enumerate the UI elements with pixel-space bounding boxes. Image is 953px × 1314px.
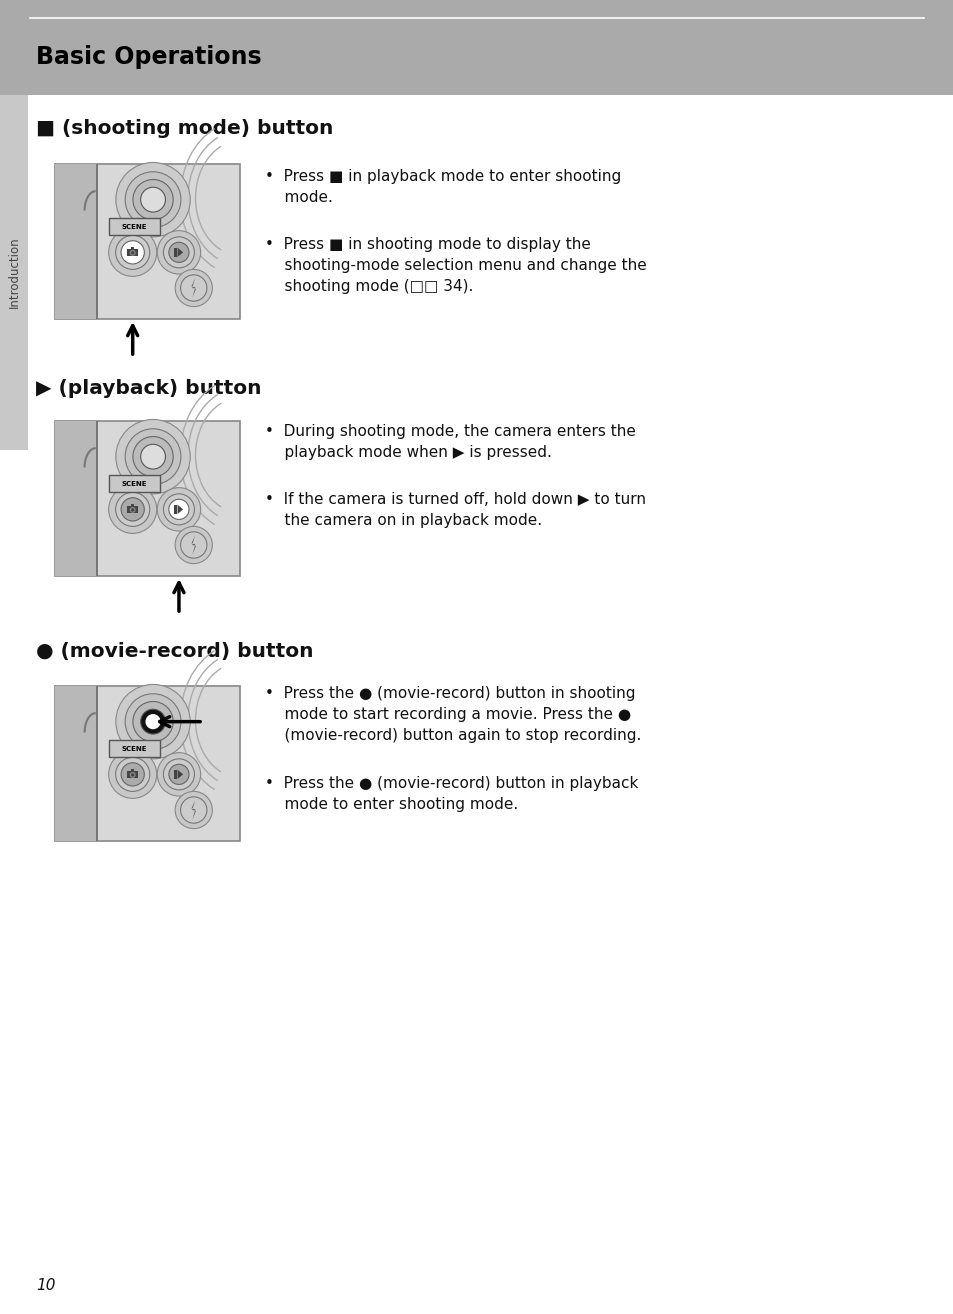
Circle shape <box>121 762 144 786</box>
Circle shape <box>121 240 144 264</box>
Polygon shape <box>192 535 196 555</box>
Circle shape <box>115 493 150 527</box>
Text: •  Press ■ in shooting mode to display the
    shooting-mode selection menu and : • Press ■ in shooting mode to display th… <box>265 237 646 294</box>
Circle shape <box>115 163 190 237</box>
Circle shape <box>163 759 194 790</box>
Text: SCENE: SCENE <box>122 481 147 486</box>
Circle shape <box>140 710 165 735</box>
Text: SCENE: SCENE <box>122 746 147 752</box>
Circle shape <box>180 275 207 301</box>
Text: ● (movie-record) button: ● (movie-record) button <box>36 643 314 661</box>
Text: 10: 10 <box>36 1279 55 1293</box>
Circle shape <box>132 180 173 219</box>
Bar <box>55 686 95 841</box>
Bar <box>55 420 240 576</box>
Bar <box>55 164 240 319</box>
Circle shape <box>109 750 156 799</box>
Bar <box>0 0 953 95</box>
Text: •  If the camera is turned off, hold down ▶ to turn
    the camera on in playbac: • If the camera is turned off, hold down… <box>265 491 645 528</box>
Text: •  Press the ● (movie-record) button in playback
    mode to enter shooting mode: • Press the ● (movie-record) button in p… <box>265 777 638 812</box>
Circle shape <box>175 791 213 829</box>
Circle shape <box>130 771 135 778</box>
Circle shape <box>157 231 200 275</box>
Circle shape <box>147 715 159 728</box>
Circle shape <box>109 229 156 276</box>
Circle shape <box>163 237 194 268</box>
Bar <box>127 771 138 778</box>
Circle shape <box>130 250 135 256</box>
Circle shape <box>131 251 134 255</box>
Bar <box>109 476 160 493</box>
Circle shape <box>180 532 207 558</box>
Circle shape <box>175 269 213 306</box>
Bar <box>174 505 176 514</box>
Circle shape <box>132 702 173 742</box>
Polygon shape <box>177 505 183 514</box>
Bar <box>95 164 97 319</box>
Text: •  Press ■ in playback mode to enter shooting
    mode.: • Press ■ in playback mode to enter shoo… <box>265 170 620 205</box>
Text: Basic Operations: Basic Operations <box>36 45 261 70</box>
Bar <box>95 686 97 841</box>
Circle shape <box>157 487 200 531</box>
Bar <box>174 770 176 779</box>
Bar <box>127 250 138 256</box>
Bar <box>55 686 240 841</box>
Bar <box>109 218 160 235</box>
Text: ▶ (playback) button: ▶ (playback) button <box>36 378 261 398</box>
Circle shape <box>169 242 189 263</box>
Bar <box>131 247 134 250</box>
Bar <box>95 420 97 576</box>
Bar <box>55 164 95 319</box>
Bar <box>0 95 28 449</box>
Text: •  Press the ● (movie-record) button in shooting
    mode to start recording a m: • Press the ● (movie-record) button in s… <box>265 686 640 742</box>
Circle shape <box>131 773 134 777</box>
Circle shape <box>157 753 200 796</box>
Circle shape <box>125 694 181 749</box>
Polygon shape <box>177 248 183 258</box>
Circle shape <box>140 188 165 212</box>
Circle shape <box>109 485 156 533</box>
Text: SCENE: SCENE <box>122 223 147 230</box>
Circle shape <box>132 436 173 477</box>
Circle shape <box>175 527 213 564</box>
Bar <box>174 248 176 258</box>
Circle shape <box>121 498 144 520</box>
Circle shape <box>180 796 207 823</box>
Polygon shape <box>192 279 196 298</box>
Text: Introduction: Introduction <box>8 237 20 309</box>
Bar <box>131 505 134 506</box>
Circle shape <box>125 428 181 485</box>
Text: ■ (shooting mode) button: ■ (shooting mode) button <box>36 120 333 138</box>
Circle shape <box>131 509 134 511</box>
Circle shape <box>130 507 135 512</box>
Bar <box>109 740 160 757</box>
Circle shape <box>125 172 181 227</box>
Bar <box>131 770 134 771</box>
Bar <box>127 506 138 514</box>
Circle shape <box>115 757 150 791</box>
Circle shape <box>169 765 189 784</box>
Text: •  During shooting mode, the camera enters the
    playback mode when ▶ is press: • During shooting mode, the camera enter… <box>265 424 636 460</box>
Circle shape <box>115 685 190 759</box>
Circle shape <box>115 419 190 494</box>
Bar <box>55 420 95 576</box>
Circle shape <box>115 235 150 269</box>
Circle shape <box>140 444 165 469</box>
Circle shape <box>163 494 194 524</box>
Polygon shape <box>177 770 183 779</box>
Circle shape <box>169 499 189 519</box>
Polygon shape <box>192 800 196 820</box>
